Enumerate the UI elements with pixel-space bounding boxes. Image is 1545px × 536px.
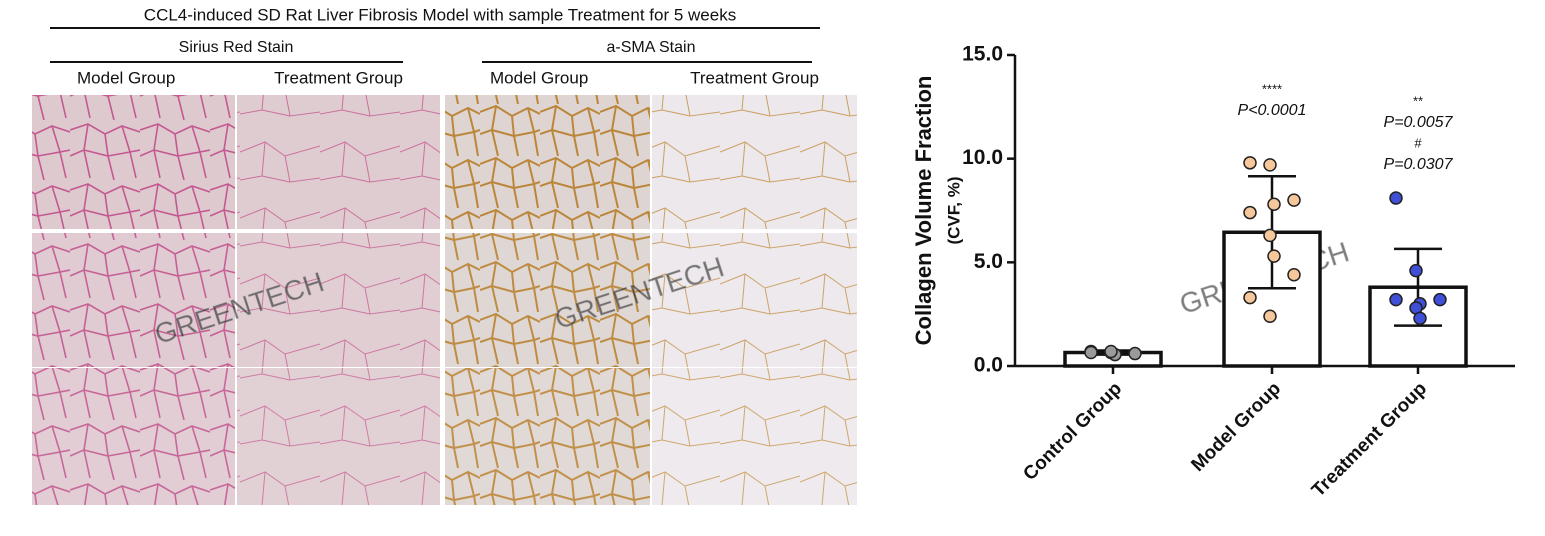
significance: P=0.0057: [1384, 114, 1454, 131]
data-point: [1389, 191, 1403, 205]
data-point: [1263, 309, 1277, 323]
micrograph: [445, 368, 650, 505]
significance: **: [1413, 93, 1423, 108]
data-point: [1084, 345, 1098, 360]
y-axis-label: (CVF, %): [944, 177, 963, 245]
data-point: [1263, 228, 1277, 243]
significance: #: [1414, 135, 1422, 150]
stain-title: Sirius Red Stain: [179, 39, 294, 56]
data-point: [1389, 292, 1403, 307]
micrograph: [237, 368, 440, 505]
micrograph: [32, 368, 235, 505]
data-point: [1287, 193, 1301, 207]
data-point: [1243, 156, 1257, 170]
x-tick-label: Model Group: [1187, 378, 1285, 476]
data-point: [1267, 197, 1281, 212]
column-title: Model Group: [490, 68, 588, 87]
y-axis-label: Collagen Volume Fraction: [911, 76, 936, 346]
significance: P=0.0307: [1384, 156, 1454, 173]
micrograph: [32, 95, 235, 229]
micrograph: [652, 95, 857, 229]
micrograph: [32, 233, 235, 367]
significance: ****: [1262, 81, 1282, 96]
micrograph: [445, 233, 650, 367]
data-point: [1104, 344, 1118, 359]
data-point: [1287, 268, 1301, 282]
data-point: [1128, 346, 1142, 361]
figure-title: CCL4-induced SD Rat Liver Fibrosis Model…: [144, 5, 736, 24]
y-tick-label: 5.0: [974, 250, 1003, 273]
x-tick-label: Control Group: [1019, 378, 1126, 485]
data-point: [1243, 205, 1257, 220]
micrograph: [652, 368, 857, 505]
data-point: [1263, 158, 1277, 172]
data-point: [1433, 292, 1447, 307]
data-point: [1413, 311, 1427, 326]
micrograph: [652, 233, 857, 367]
y-tick-label: 10.0: [962, 146, 1003, 169]
data-point: [1243, 290, 1257, 305]
chart: Collagen Volume Fraction (CVF, %) 0.0 5.0 10…: [911, 43, 1515, 501]
data-point: [1409, 263, 1423, 278]
stain-title: a-SMA Stain: [607, 39, 696, 56]
column-title: Treatment Group: [274, 68, 403, 87]
y-tick-label: 15.0: [962, 43, 1003, 66]
x-tick-label: Treatment Group: [1308, 378, 1431, 501]
micrograph: [237, 233, 440, 367]
micrograph: [237, 95, 440, 229]
column-title: Treatment Group: [690, 68, 819, 87]
data-point: [1267, 249, 1281, 263]
micrograph: [445, 95, 650, 229]
column-title: Model Group: [77, 68, 175, 87]
significance: P<0.0001: [1238, 102, 1307, 119]
y-tick-label: 0.0: [974, 354, 1003, 377]
